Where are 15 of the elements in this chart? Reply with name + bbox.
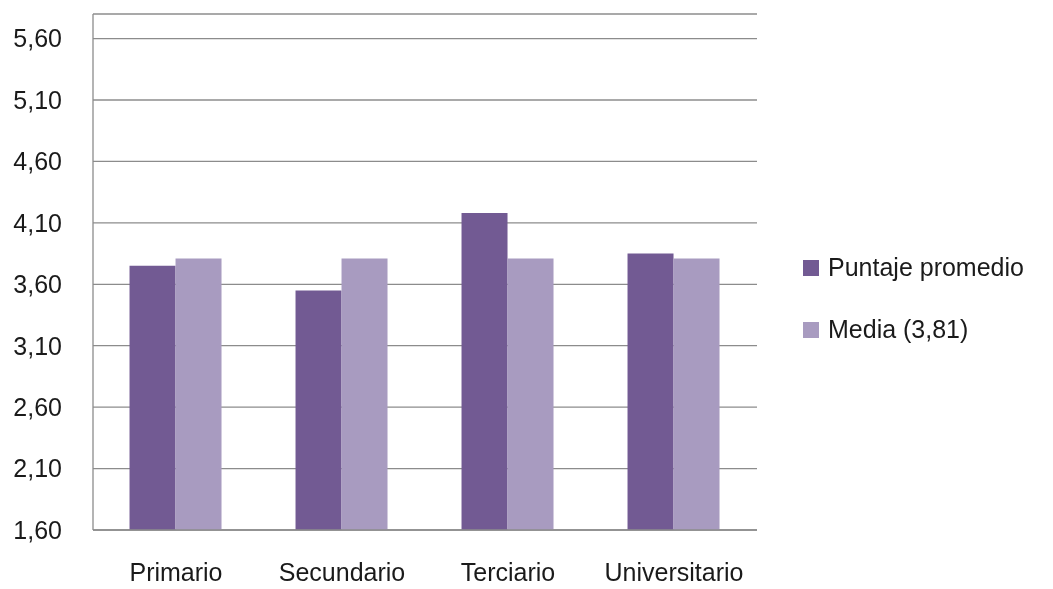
y-tick-label: 1,60 xyxy=(13,515,62,544)
y-tick-label: 3,10 xyxy=(13,331,62,360)
y-tick-label: 4,10 xyxy=(13,208,62,237)
x-tick-label: Terciario xyxy=(460,557,556,586)
y-tick-label: 4,60 xyxy=(13,147,62,176)
y-tick-label: 5,10 xyxy=(13,85,62,114)
y-tick-label: 2,10 xyxy=(13,454,62,483)
legend-label: Media (3,81) xyxy=(828,315,969,344)
x-tick-label: Primario xyxy=(129,557,223,586)
y-tick-label: 3,60 xyxy=(13,270,62,299)
y-tick-label: 2,60 xyxy=(13,393,62,422)
legend-label: Puntaje promedio xyxy=(828,253,1024,282)
x-tick-label: Secundario xyxy=(278,557,406,586)
y-tick-label: 5,60 xyxy=(13,24,62,53)
x-tick-label: Universitario xyxy=(604,557,744,586)
